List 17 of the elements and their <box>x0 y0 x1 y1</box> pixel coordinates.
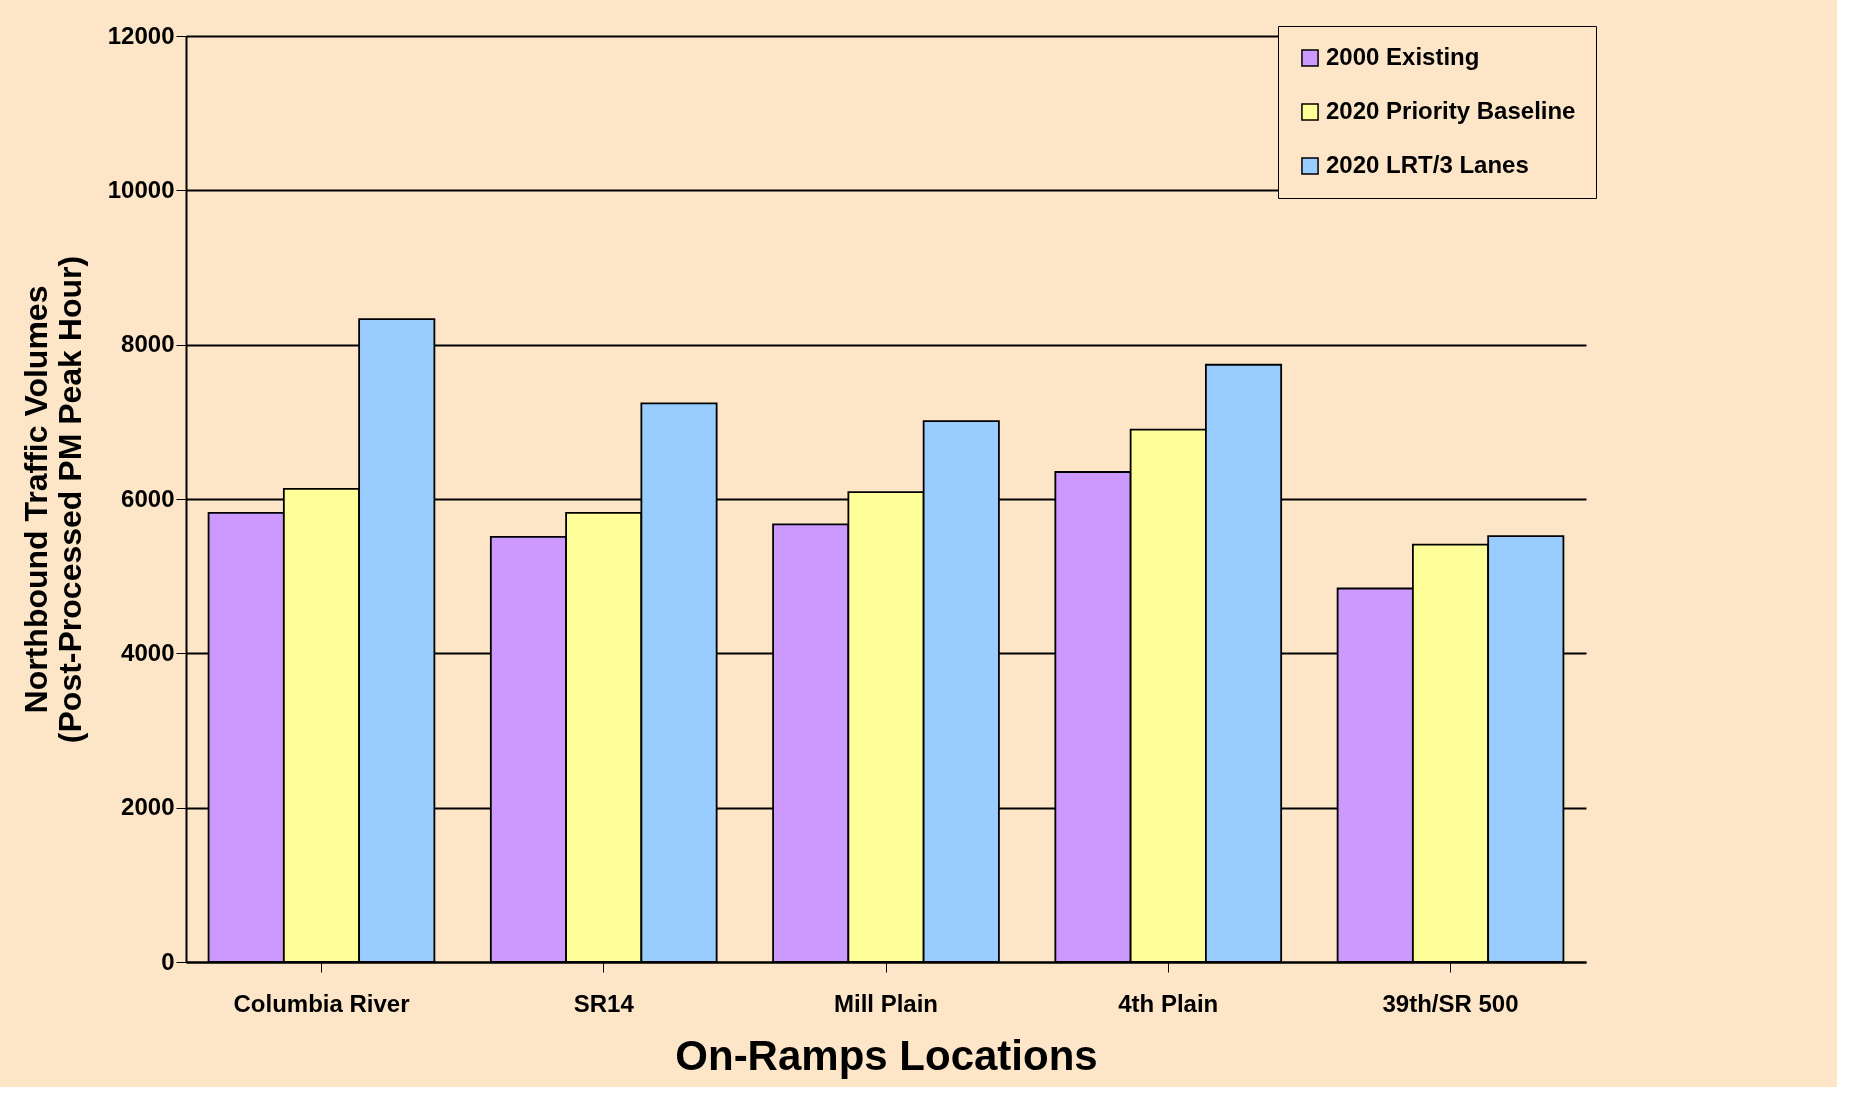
legend-label: 2020 LRT/3 Lanes <box>1326 151 1529 178</box>
y-tick-label: 12000 <box>107 21 175 49</box>
y-tick-label: 6000 <box>121 484 175 512</box>
y-tick-label: 2000 <box>121 793 175 821</box>
legend-label: 2000 Existing <box>1326 43 1480 70</box>
x-tick-label: Columbia River <box>233 989 410 1017</box>
legend-label: 2020 Priority Baseline <box>1326 97 1576 124</box>
y-tick-label: 8000 <box>121 330 175 358</box>
y-tick-label: 4000 <box>121 638 175 666</box>
x-tick-label: 4th Plain <box>1118 989 1219 1017</box>
y-tick-label: 0 <box>161 947 175 975</box>
x-tick-label: 39th/SR 500 <box>1382 989 1519 1017</box>
x-tick-label: Mill Plain <box>833 989 939 1017</box>
x-tick-label: SR14 <box>573 989 635 1017</box>
y-tick-label: 10000 <box>107 175 175 203</box>
x-axis-title: On-Ramps Locations <box>675 1031 1098 1079</box>
y-axis-title: Northbound Traffic Volumes (Post-Processed PM Peak Hour) <box>17 255 88 744</box>
